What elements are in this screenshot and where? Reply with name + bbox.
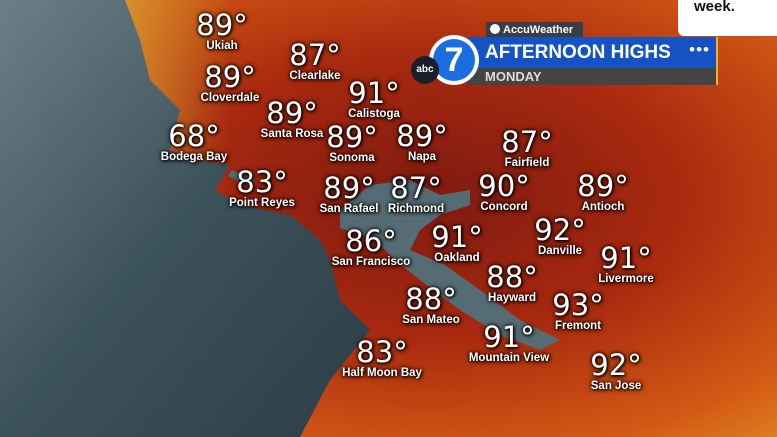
city-temp: 88° [486,260,538,294]
day-label: MONDAY [467,68,718,85]
city-name: Livermore [598,273,654,285]
city-name: Richmond [387,203,445,215]
city-temp: 92° [590,348,642,382]
city-label: 91° Calistoga [348,78,400,121]
city-name: Napa [407,151,437,163]
city-label: 92° Danville [534,215,585,258]
abc7-logo: 7 [429,35,479,85]
city-temp: 89° [204,60,256,94]
city-label: 68° Bodega Bay [161,121,227,164]
city-temp: 89° [196,8,248,42]
city-name: Fairfield [504,157,550,169]
city-name: Ukiah [206,40,238,52]
city-label: 91° Oakland [431,222,482,265]
city-label: 88° Hayward [486,262,537,305]
city-name: Hayward [488,292,536,304]
tomales-bay [228,170,255,186]
city-name: San Francisco [331,256,411,268]
abc-logo: abc [411,56,439,84]
sponsor-label: AccuWeather [503,24,574,36]
accuweather-badge: AccuWeather [486,22,583,38]
city-name: Bodega Bay [160,151,228,163]
city-label: 93° Fremont [552,290,603,333]
city-temp: 87° [501,125,553,159]
city-temp: 87° [289,38,341,72]
city-temp: 91° [348,76,400,110]
city-label: 91° Livermore [598,243,654,286]
city-label: 86° San Francisco [332,226,411,269]
city-name: Sonoma [329,152,375,164]
more-dots-icon: ••• [689,40,710,59]
city-temp: 93° [552,288,604,322]
city-name: Cloverdale [200,92,260,104]
city-temp: 86° [345,224,397,258]
city-name: San Jose [590,380,642,392]
city-temp: 89° [396,119,448,153]
city-temp: 89° [323,171,375,205]
city-name: Point Reyes [229,197,295,209]
city-temp: 89° [266,96,318,130]
city-label: 89° Napa [396,121,447,164]
city-label: 92° San Jose [590,350,641,393]
city-label: 83° Point Reyes [229,167,295,210]
city-name: Mountain View [468,352,550,364]
city-temp: 88° [405,282,457,316]
city-temp: 68° [168,119,220,153]
city-name: Half Moon Bay [342,367,422,379]
city-label: 89° Sonoma [326,122,377,165]
city-temp: 90° [478,169,530,203]
city-name: Concord [480,201,528,213]
city-temp: 91° [600,241,652,275]
caption-text: week. [694,0,735,15]
city-name: San Rafael [319,203,379,215]
city-name: Antioch [581,201,625,213]
city-name: San Mateo [402,314,460,326]
city-temp: 87° [390,171,442,205]
city-label: 89° Ukiah [196,10,247,53]
city-label: 90° Concord [478,171,529,214]
city-label: 91° Mountain View [469,322,549,365]
city-name: Clearlake [289,70,341,82]
city-label: 89° San Rafael [320,173,379,216]
city-name: Danville [537,245,583,257]
city-name: Calistoga [348,108,400,120]
logo-seven: 7 [433,39,475,81]
city-label: 88° San Mateo [402,284,460,327]
city-temp: 89° [326,120,378,154]
sun-icon [490,24,500,34]
city-temp: 83° [356,335,408,369]
city-label: 87° Fairfield [501,127,552,170]
city-label: 87° Richmond [388,173,444,216]
city-temp: 83° [236,165,288,199]
city-name: Santa Rosa [260,128,324,140]
city-label: 87° Clearlake [289,40,340,83]
city-temp: 92° [534,213,586,247]
title-bar: AFTERNOON HIGHS ••• [467,37,718,68]
city-temp: 89° [577,169,629,203]
city-temp: 91° [483,320,535,354]
title: AFTERNOON HIGHS [485,42,671,63]
ocean [0,0,370,437]
caption-box: week. [678,0,777,36]
city-label: 89° Santa Rosa [261,98,324,141]
city-label: 89° Antioch [577,171,628,214]
san-francisco-bay [340,180,560,350]
city-temp: 91° [431,220,483,254]
city-label: 89° Cloverdale [201,62,260,105]
city-name: Fremont [555,320,601,332]
city-label: 83° Half Moon Bay [342,337,422,380]
city-name: Oakland [434,252,480,264]
